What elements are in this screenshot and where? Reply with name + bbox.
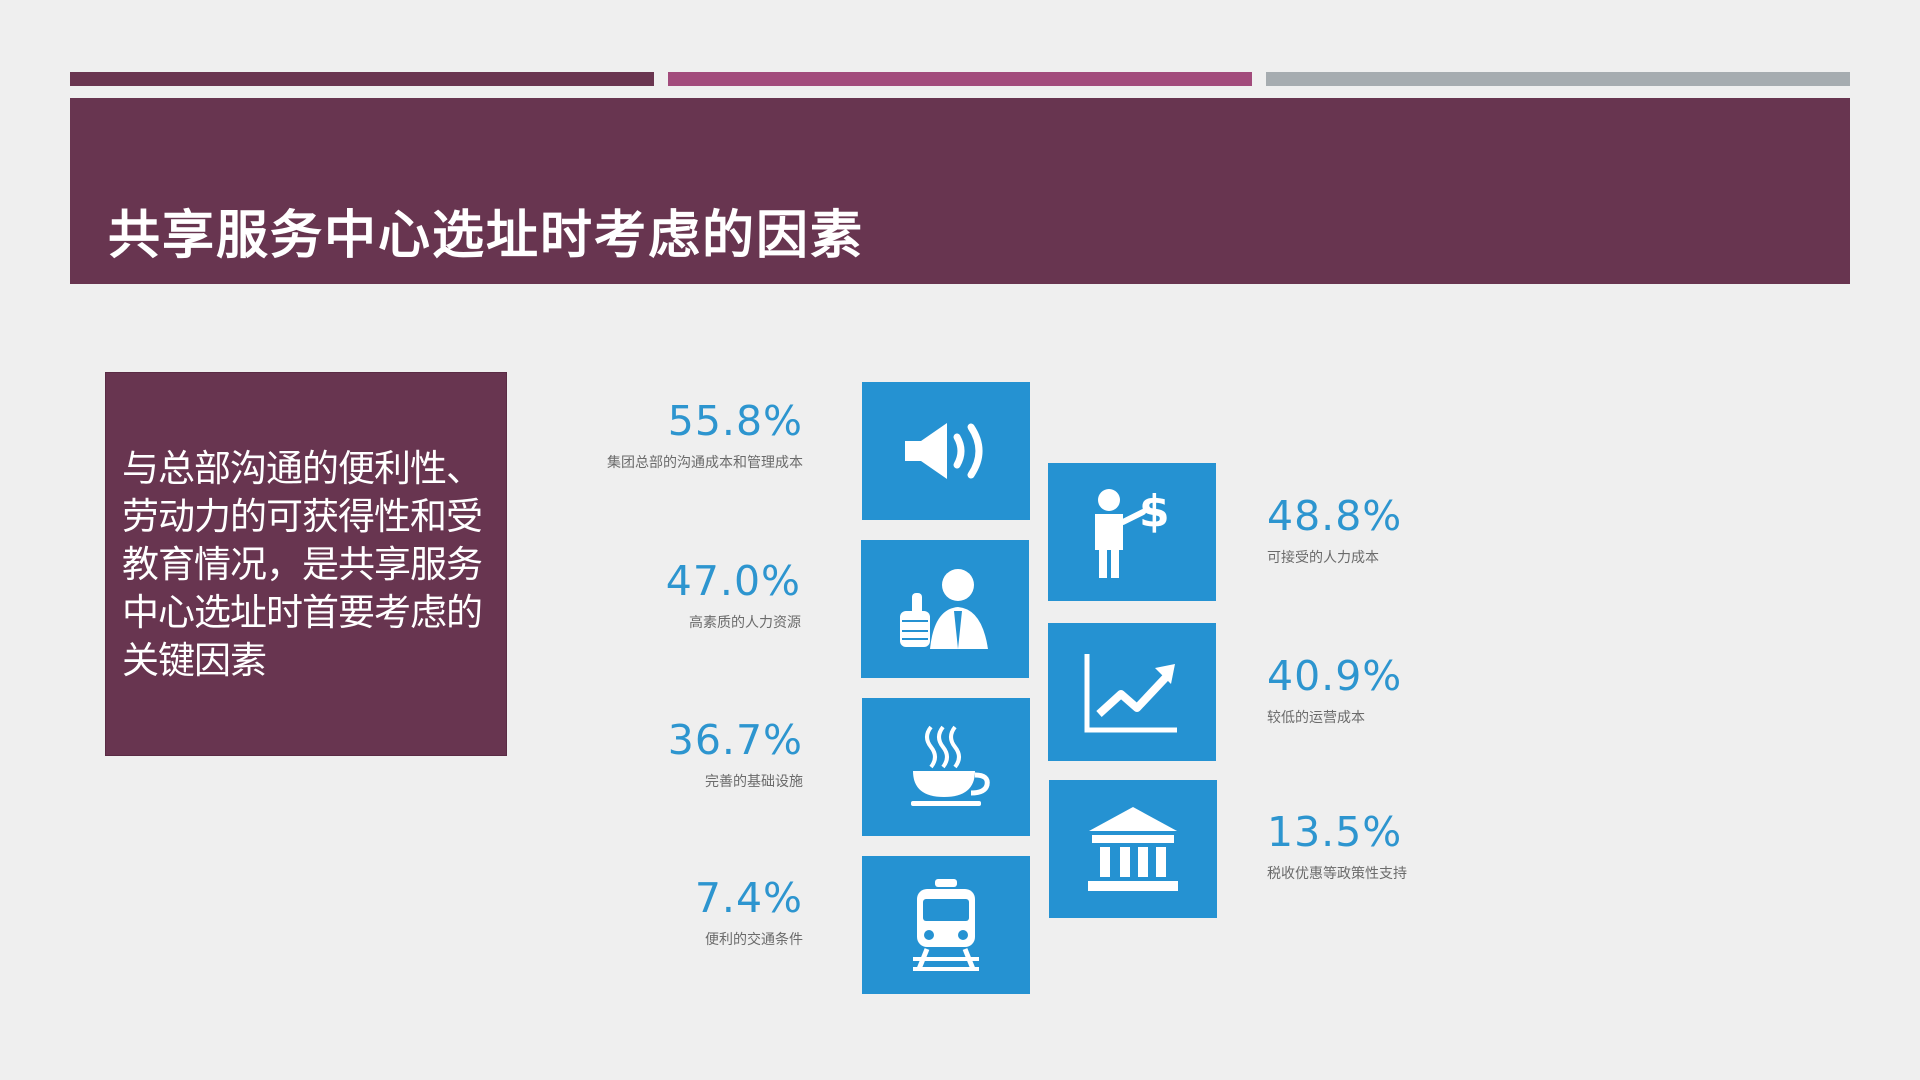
stat-percent: 36.7% <box>667 716 803 764</box>
stat-percent: 40.9% <box>1267 652 1403 700</box>
stat-label: 较低的运营成本 <box>1267 710 1365 726</box>
tile-operating-cost <box>1048 623 1216 761</box>
businessman-dollar-icon: $ <box>1095 486 1170 578</box>
top-accent-bar-pink <box>668 72 1252 86</box>
title-band: 共享服务中心选址时考虑的因素 <box>70 98 1850 284</box>
tile-labor-cost: $ <box>1048 463 1216 601</box>
stat-infrastructure: 36.7% 完善的基础设施 <box>668 717 803 791</box>
svg-text:$: $ <box>1139 486 1170 537</box>
tile-human-resources <box>861 540 1029 678</box>
coffee-cup-icon <box>911 725 990 806</box>
stat-percent: 48.8% <box>1267 492 1403 540</box>
speaker-icon <box>905 423 983 479</box>
tile-infrastructure <box>862 698 1030 836</box>
stat-label: 完善的基础设施 <box>705 774 803 790</box>
stat-percent: 55.8% <box>667 397 803 445</box>
top-accent-bar-gray <box>1266 72 1850 86</box>
stat-communication: 55.8% 集团总部的沟通成本和管理成本 <box>607 398 803 472</box>
stat-human-resources: 47.0% 高素质的人力资源 <box>666 558 801 632</box>
key-note-box: 与总部沟通的便利性、劳动力的可获得性和受教育情况，是共享服务中心选址时首要考虑的… <box>105 372 507 756</box>
stat-percent: 47.0% <box>665 557 801 605</box>
key-note-text: 与总部沟通的便利性、劳动力的可获得性和受教育情况，是共享服务中心选址时首要考虑的… <box>122 447 483 682</box>
stat-transportation: 7.4% 便利的交通条件 <box>695 875 803 949</box>
stat-operating-cost: 40.9% 较低的运营成本 <box>1267 653 1402 727</box>
stat-percent: 13.5% <box>1267 808 1403 856</box>
slide-title: 共享服务中心选址时考虑的因素 <box>108 205 865 266</box>
stat-policy-support: 13.5% 税收优惠等政策性支持 <box>1267 809 1407 883</box>
stat-label: 集团总部的沟通成本和管理成本 <box>607 455 803 471</box>
stat-label: 高素质的人力资源 <box>689 615 801 631</box>
stat-label: 便利的交通条件 <box>705 932 803 948</box>
stat-label: 可接受的人力成本 <box>1267 550 1379 566</box>
tile-policy-support <box>1049 780 1217 918</box>
thumbs-up-person-icon <box>900 569 988 649</box>
stat-percent: 7.4% <box>694 874 803 922</box>
stat-labor-cost: 48.8% 可接受的人力成本 <box>1267 493 1402 567</box>
stat-label: 税收优惠等政策性支持 <box>1267 866 1407 882</box>
bank-building-icon <box>1088 807 1178 891</box>
tile-communication <box>862 382 1030 520</box>
tile-transportation <box>862 856 1030 994</box>
rising-chart-icon <box>1084 654 1177 733</box>
train-icon <box>913 879 979 971</box>
top-accent-bar-purple <box>70 72 654 86</box>
